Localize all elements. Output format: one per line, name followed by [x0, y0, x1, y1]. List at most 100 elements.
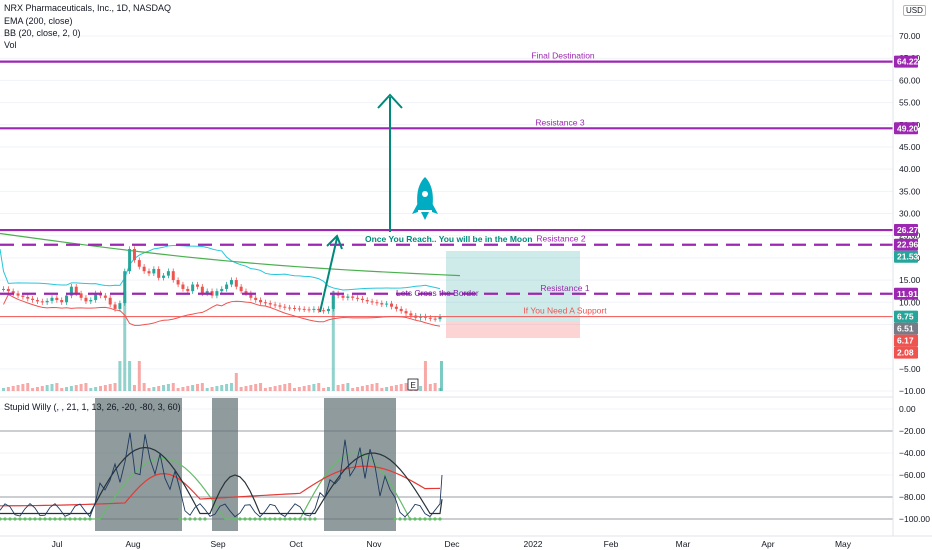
- candle-body: [263, 302, 267, 304]
- indicator-dots: [0, 517, 442, 521]
- indicator-dot: [3, 517, 7, 521]
- volume-bar: [234, 373, 238, 391]
- volume-bar: [346, 383, 350, 391]
- candle-body: [341, 295, 345, 298]
- candle-body: [273, 304, 277, 306]
- volume-bar: [278, 385, 282, 391]
- symbol-title[interactable]: NRX Pharmaceuticals, Inc., 1D, NASDAQ: [4, 3, 172, 13]
- time-tick-label: Aug: [125, 539, 140, 549]
- candle-body: [428, 317, 432, 319]
- time-axis[interactable]: Jul Aug Sep Oct Nov Dec 2022 Feb Mar Apr May: [52, 539, 852, 549]
- indicator-dot: [248, 517, 252, 521]
- candle-body: [385, 303, 389, 305]
- indicator-dot: [428, 517, 432, 521]
- candle-body: [331, 293, 335, 309]
- candle-body: [152, 268, 156, 274]
- candle-body: [181, 284, 185, 289]
- currency-badge[interactable]: USD: [903, 5, 926, 16]
- highlight-box-3: [324, 398, 396, 531]
- candle-body: [157, 268, 161, 278]
- indicator-tick-label: −40.00: [899, 448, 926, 458]
- price-tag: [894, 322, 918, 335]
- volume-bar: [380, 388, 384, 391]
- candle-body: [356, 297, 360, 299]
- candle-body: [89, 300, 93, 302]
- arrow-moon[interactable]: [377, 93, 403, 232]
- svg-text:E: E: [411, 381, 416, 390]
- volume-bar: [181, 387, 185, 391]
- volume-bar: [205, 388, 209, 391]
- price-tick-label: 60.00: [899, 75, 921, 85]
- levels[interactable]: Final Destination Resistance 3 Resistance …: [0, 51, 893, 318]
- rocket-icon[interactable]: [412, 177, 438, 220]
- candle-body: [196, 284, 199, 287]
- candle-body: [360, 298, 364, 301]
- candle-body: [147, 271, 151, 274]
- vol-legend[interactable]: Vol: [4, 40, 17, 50]
- volume-bar: [6, 387, 10, 391]
- bb-legend[interactable]: BB (20, close, 2, 0): [4, 28, 81, 38]
- volume-bar: [162, 385, 166, 391]
- volume-bar: [331, 291, 335, 391]
- candle-body: [2, 288, 5, 290]
- indicator-dot: [68, 517, 72, 521]
- price-tag: [894, 310, 918, 323]
- volume-bar: [220, 385, 224, 391]
- time-tick-label: Nov: [366, 539, 382, 549]
- loss-zone[interactable]: [446, 321, 580, 338]
- volume-bar: [365, 385, 369, 391]
- candle-body: [108, 297, 112, 305]
- volume-bar: [16, 385, 20, 391]
- volume-bar: [210, 387, 214, 391]
- candle-body: [40, 301, 44, 303]
- ema-legend[interactable]: EMA (200, close): [4, 16, 73, 26]
- price-tick-label: 10.00: [899, 297, 921, 307]
- candle-body: [94, 293, 98, 301]
- volume-bar: [84, 383, 88, 391]
- indicator-dot: [268, 517, 272, 521]
- indicator-dot: [258, 517, 262, 521]
- volume-bar: [307, 385, 311, 391]
- indicator-dot: [233, 517, 237, 521]
- earnings-marker[interactable]: E: [407, 378, 419, 391]
- candle-body: [234, 280, 238, 287]
- grid: [0, 35, 893, 392]
- indicator-dot: [433, 517, 437, 521]
- indicator-axis[interactable]: 0.00 −20.00 −40.00 −60.00 −80.00 −100.00: [899, 404, 930, 524]
- candle-body: [438, 316, 442, 320]
- candles: [2, 246, 442, 322]
- bb-upper-line: [0, 244, 441, 291]
- candle-body: [307, 309, 311, 311]
- volume-bar: [79, 384, 83, 391]
- profit-zone[interactable]: [446, 251, 580, 321]
- volume-bar: [99, 386, 102, 391]
- time-tick-label: Feb: [604, 539, 619, 549]
- highlight-box-1: [95, 398, 182, 531]
- candle-body: [123, 271, 127, 304]
- price-tick-label: 15.00: [899, 275, 921, 285]
- candle-body: [326, 308, 330, 312]
- volume-bar: [419, 386, 423, 391]
- volume-bar: [108, 384, 112, 391]
- volume-bar: [142, 383, 146, 391]
- arrow-breakout[interactable]: [319, 234, 343, 313]
- indicator-dot: [43, 517, 47, 521]
- volume-bar: [375, 383, 379, 391]
- volume-bar: [351, 388, 355, 391]
- candle-body: [205, 291, 209, 294]
- time-tick-label: Oct: [289, 539, 303, 549]
- candle-body: [399, 308, 403, 312]
- candle-body: [229, 280, 233, 285]
- candle-body: [370, 301, 374, 303]
- volume-bar: [370, 384, 374, 391]
- volume-bar: [65, 387, 69, 391]
- level-label: Resistance 1: [540, 283, 589, 293]
- candle-body: [404, 311, 408, 314]
- indicator-legend[interactable]: Stupid Willy (, , 21, 1, 13, 26, -20, -8…: [4, 402, 181, 412]
- indicator-dot: [33, 517, 37, 521]
- indicator-dot: [73, 517, 77, 521]
- indicator-dot: [28, 517, 32, 521]
- indicator-dot: [203, 517, 207, 521]
- candle-body: [176, 280, 180, 285]
